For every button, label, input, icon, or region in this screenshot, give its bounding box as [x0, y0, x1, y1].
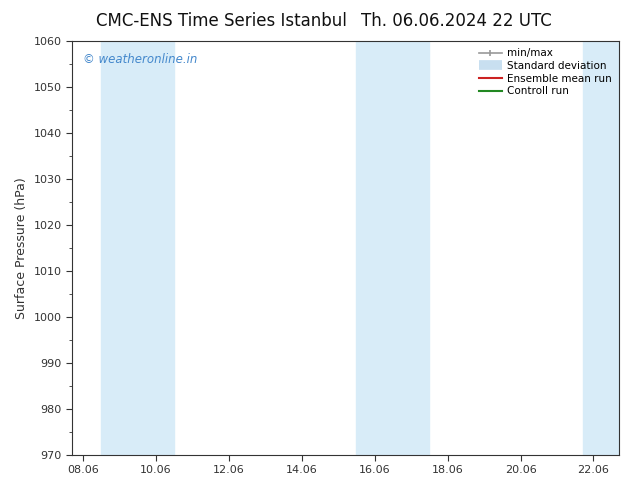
Bar — [356, 41, 393, 455]
Bar — [583, 41, 619, 455]
Y-axis label: Surface Pressure (hPa): Surface Pressure (hPa) — [15, 177, 28, 318]
Text: Th. 06.06.2024 22 UTC: Th. 06.06.2024 22 UTC — [361, 12, 552, 30]
Bar — [101, 41, 138, 455]
Bar — [138, 41, 174, 455]
Text: © weatheronline.in: © weatheronline.in — [83, 53, 197, 67]
Legend: min/max, Standard deviation, Ensemble mean run, Controll run: min/max, Standard deviation, Ensemble me… — [475, 44, 616, 100]
Bar — [393, 41, 429, 455]
Text: CMC-ENS Time Series Istanbul: CMC-ENS Time Series Istanbul — [96, 12, 347, 30]
